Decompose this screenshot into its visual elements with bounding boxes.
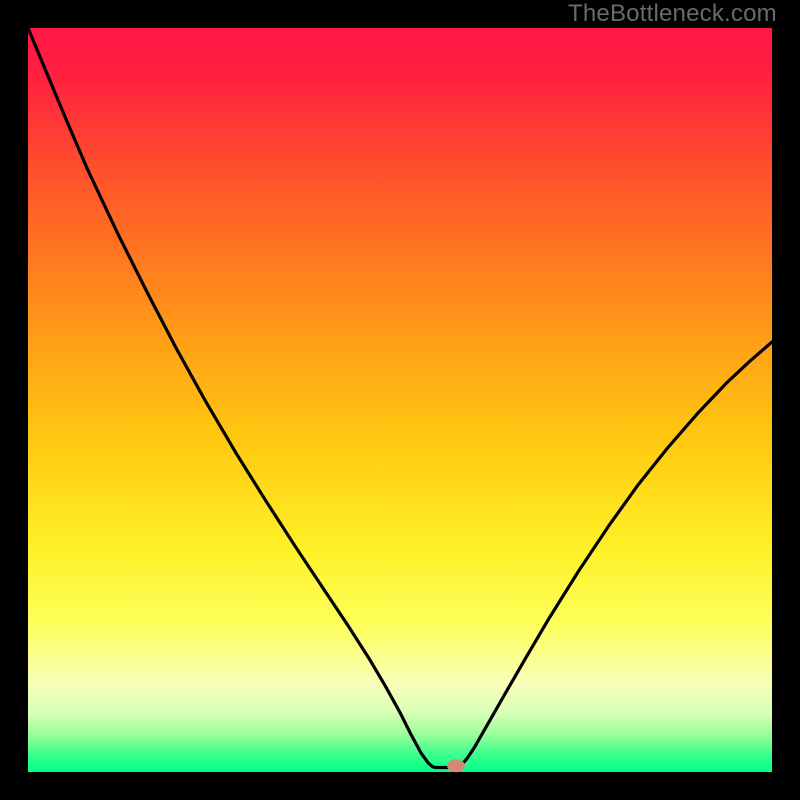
bottleneck-curve [28,28,772,772]
plot-area [28,28,772,772]
curve-path [28,28,772,768]
watermark-label: TheBottleneck.com [568,0,777,28]
chart-root: TheBottleneck.com [0,0,800,800]
